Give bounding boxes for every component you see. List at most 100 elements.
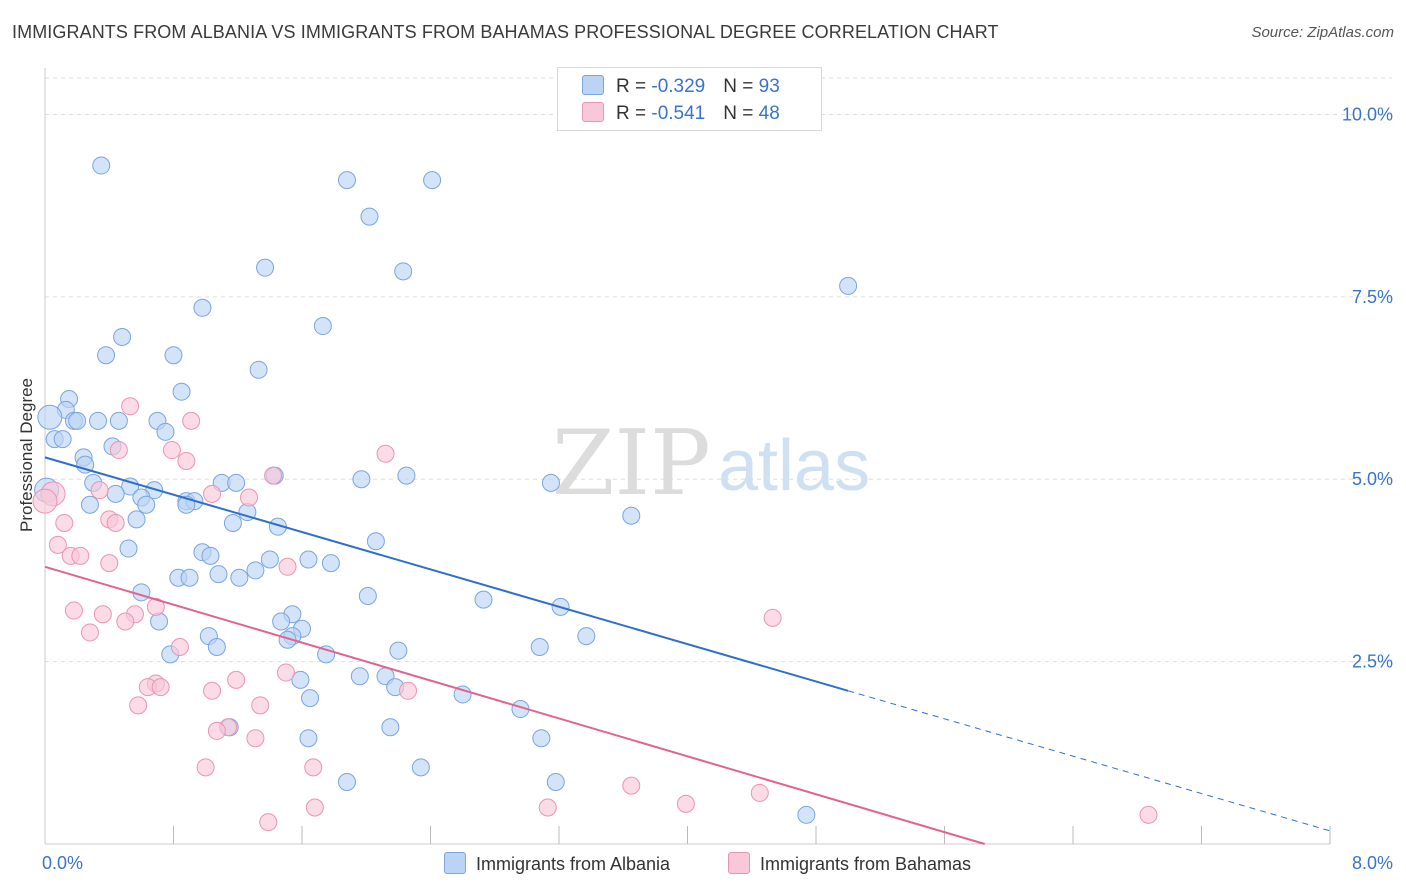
bahamas-point [100,554,119,573]
albania-point [358,586,377,605]
bahamas-point [162,441,181,460]
albania-point [423,171,442,190]
albania-point [207,638,226,657]
chart-title: IMMIGRANTS FROM ALBANIA VS IMMIGRANTS FR… [12,22,999,42]
albania-point [366,532,385,551]
albania-point [256,258,275,277]
albania-point [89,411,108,430]
albania-point [172,382,191,401]
bahamas-point [177,452,196,470]
bahamas-point [376,444,395,463]
bahamas-point [207,721,226,740]
albania-point [201,546,220,565]
albania-point [68,411,87,430]
albania-point [92,156,111,175]
stats-row-albania: R = -0.329 N = 93 [582,75,780,99]
y-tick-label: 10.0% [1342,104,1393,124]
bahamas-point [227,670,246,689]
bahamas-point [106,514,125,533]
bahamas-point [109,441,128,460]
bahamas-point [90,481,109,500]
albania-point [230,568,249,587]
bahamas-point [246,729,265,748]
albania-legend-swatch [444,852,466,874]
bahamas-point [170,638,189,657]
r-value: -0.541 [651,103,706,124]
albania-point [541,473,560,492]
n-label: N = [723,103,759,124]
stats-legend: R = -0.329 N = 93 R = -0.541 N = 48 [557,67,822,131]
albania-point [337,772,356,791]
albania-point [301,689,320,708]
albania-trend-extension [847,690,1331,832]
bahamas-point [276,663,295,682]
y-tick-label: 7.5% [1352,287,1393,307]
albania-point [113,327,132,346]
bahamas-point [259,813,278,832]
albania-point [352,470,371,489]
albania-point [453,685,472,704]
albania-point [106,484,125,503]
bahamas-point [196,758,215,777]
bahamas-point [763,608,782,627]
albania-point [337,171,356,190]
albania-point [193,298,212,317]
albania-point [299,729,318,748]
bahamas-point [264,466,283,485]
albania-point [394,262,413,281]
bahamas-point [71,546,90,565]
y-tick-label: 2.5% [1352,652,1393,672]
bahamas-point [80,623,99,642]
legend-item-albania: Immigrants from Albania [444,852,670,875]
bahamas-point [399,681,418,700]
bahamas-point [239,488,258,507]
albania-trend-line [44,456,849,692]
albania-point [132,583,151,602]
bahamas-point [676,794,695,813]
x-tick-label: 8.0% [1352,853,1393,873]
data-points [32,156,1158,832]
albania-point [227,473,246,492]
albania-point [37,404,63,430]
x-tick-label: 0.0% [42,853,83,873]
bahamas-point [1139,805,1158,824]
albania-point [249,360,268,379]
albania-point [76,455,95,474]
bahamas-point [305,798,324,817]
bahamas-point [203,681,222,700]
albania-point [119,539,138,558]
legend-label: Immigrants from Bahamas [760,854,972,874]
n-value: 93 [758,76,780,97]
albania-point [313,317,332,336]
tick-labels: 2.5% 5.0% 7.5% 10.0% 0.0% 8.0% [42,104,1393,873]
bahamas-point [146,597,165,616]
albania-point [150,612,169,631]
albania-point [622,506,641,525]
bahamas-legend-swatch [728,852,750,874]
bahamas-point [129,696,148,715]
albania-point [80,495,99,514]
albania-point [53,430,72,449]
bahamas-point [93,605,112,624]
albania-point [121,477,140,496]
bahamas-point [151,678,170,697]
albania-point [350,667,369,686]
bahamas-trend-line [44,565,985,845]
albania-point [360,207,379,226]
albania-point [164,346,183,365]
albania-swatch [582,75,604,95]
albania-point [109,411,128,430]
albania-point [797,805,816,824]
albania-point [474,590,493,609]
bahamas-point [32,488,58,514]
albania-point [223,514,242,533]
bahamas-point [750,783,769,802]
albania-point [209,565,228,584]
r-value: -0.329 [651,76,706,97]
bahamas-point [622,776,641,795]
axes [44,68,1331,845]
albania-point [397,466,416,485]
albania-point [278,630,297,649]
albania-point [137,495,156,514]
